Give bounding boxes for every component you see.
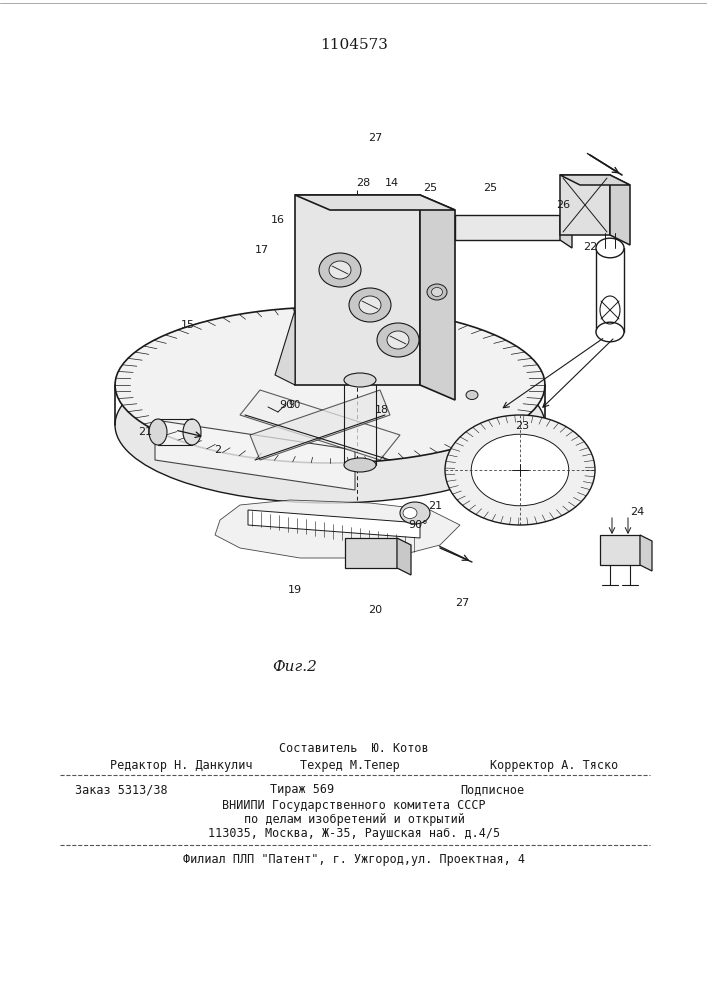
Text: Тираж 569: Тираж 569 <box>270 784 334 796</box>
Text: 19: 19 <box>288 585 302 595</box>
Ellipse shape <box>115 347 545 503</box>
Polygon shape <box>215 500 460 558</box>
Ellipse shape <box>349 288 391 322</box>
Text: 20: 20 <box>368 605 382 615</box>
Polygon shape <box>275 310 295 385</box>
Text: 90°: 90° <box>408 520 428 530</box>
Ellipse shape <box>472 434 568 506</box>
Text: 2: 2 <box>214 445 221 455</box>
Ellipse shape <box>400 502 430 524</box>
Text: Подписное: Подписное <box>460 784 524 796</box>
Ellipse shape <box>344 373 376 387</box>
Text: 18: 18 <box>375 405 389 415</box>
Text: Фиг.2: Фиг.2 <box>273 660 317 674</box>
Polygon shape <box>560 175 630 185</box>
Text: Техред М.Тепер: Техред М.Тепер <box>300 758 399 772</box>
Polygon shape <box>610 175 630 245</box>
Ellipse shape <box>344 458 376 472</box>
Polygon shape <box>345 538 397 568</box>
Polygon shape <box>560 215 572 248</box>
Ellipse shape <box>445 415 595 525</box>
Text: Заказ 5313/38: Заказ 5313/38 <box>75 784 168 796</box>
Ellipse shape <box>377 323 419 357</box>
Text: по делам изобретений и открытий: по делам изобретений и открытий <box>244 812 464 826</box>
Polygon shape <box>155 420 355 490</box>
Ellipse shape <box>183 419 201 445</box>
Ellipse shape <box>359 296 381 314</box>
Ellipse shape <box>596 322 624 342</box>
Text: 22: 22 <box>583 242 597 252</box>
Polygon shape <box>240 390 400 460</box>
Polygon shape <box>596 248 624 332</box>
Polygon shape <box>600 535 640 565</box>
Polygon shape <box>455 215 560 240</box>
Text: Составитель  Ю. Котов: Составитель Ю. Котов <box>279 742 429 754</box>
Text: 23: 23 <box>515 421 529 431</box>
Ellipse shape <box>319 253 361 287</box>
Ellipse shape <box>431 288 443 296</box>
Polygon shape <box>640 535 652 571</box>
Polygon shape <box>250 390 390 460</box>
Text: 90: 90 <box>288 400 300 410</box>
Polygon shape <box>115 307 545 463</box>
Ellipse shape <box>403 508 417 518</box>
Polygon shape <box>295 195 455 210</box>
Text: 28: 28 <box>356 178 370 188</box>
Polygon shape <box>295 195 420 385</box>
Polygon shape <box>397 538 411 575</box>
Polygon shape <box>560 175 610 235</box>
Text: 25: 25 <box>423 183 437 193</box>
Text: 17: 17 <box>255 245 269 255</box>
Text: 27: 27 <box>368 133 382 143</box>
Text: 21: 21 <box>428 501 442 511</box>
Text: Редактор Н. Данкулич: Редактор Н. Данкулич <box>110 758 252 772</box>
Text: 90: 90 <box>279 400 293 410</box>
Text: 24: 24 <box>630 507 644 517</box>
Polygon shape <box>248 510 420 538</box>
Polygon shape <box>420 195 455 400</box>
Ellipse shape <box>466 390 478 399</box>
Text: 25: 25 <box>483 183 497 193</box>
Text: 26: 26 <box>556 200 570 210</box>
Ellipse shape <box>149 419 167 445</box>
Text: 16: 16 <box>271 215 285 225</box>
Ellipse shape <box>387 331 409 349</box>
Ellipse shape <box>329 261 351 279</box>
Text: ВНИИПИ Государственного комитета СССР: ВНИИПИ Государственного комитета СССР <box>222 798 486 812</box>
Text: 113035, Москва, Ж-35, Раушская наб. д.4/5: 113035, Москва, Ж-35, Раушская наб. д.4/… <box>208 826 500 840</box>
Text: Филиал ПЛП "Патент", г. Ужгород,ул. Проектная, 4: Филиал ПЛП "Патент", г. Ужгород,ул. Прое… <box>183 854 525 866</box>
Text: 14: 14 <box>385 178 399 188</box>
Text: 27: 27 <box>455 598 469 608</box>
Text: Корректор А. Тяско: Корректор А. Тяско <box>490 758 618 772</box>
Text: 15: 15 <box>181 320 195 330</box>
Ellipse shape <box>596 238 624 258</box>
Ellipse shape <box>427 284 447 300</box>
Text: 21: 21 <box>138 427 152 437</box>
Text: 1104573: 1104573 <box>320 38 388 52</box>
